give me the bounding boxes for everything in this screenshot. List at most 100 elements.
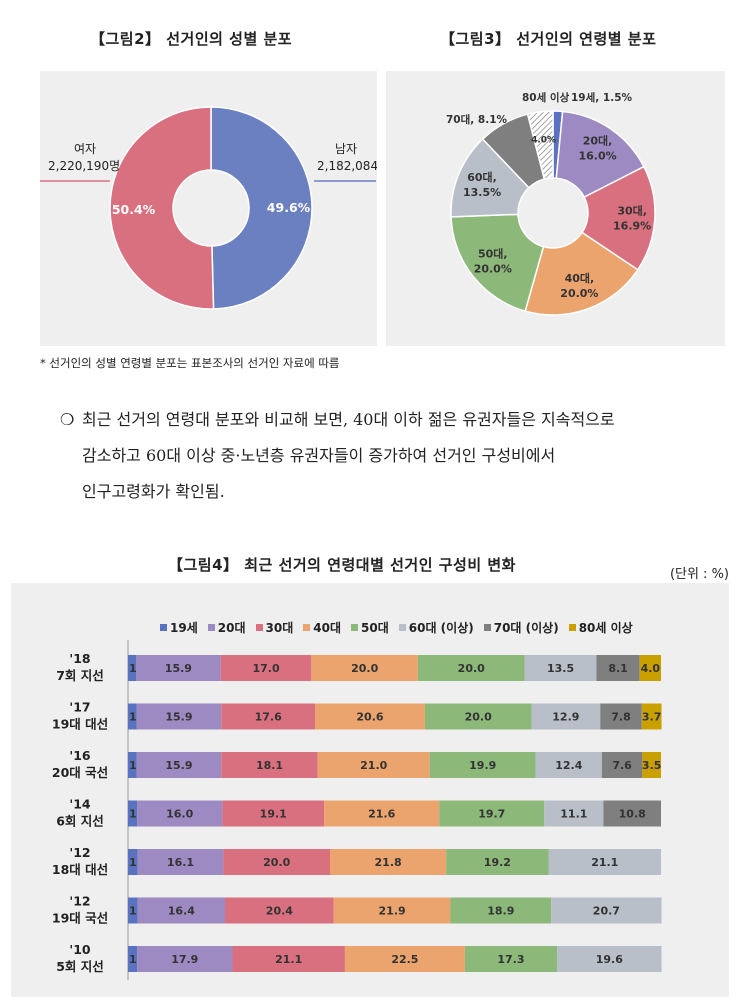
legend-label: 19세 bbox=[170, 621, 198, 635]
age-value-label: 20대, 16.0% bbox=[578, 133, 616, 162]
figure2-panel: 49.6% 50.4% 남자 2,182,084명 여자 2,220,190명 bbox=[40, 71, 389, 346]
bar-segment bbox=[548, 849, 661, 875]
legend-label: 50대 bbox=[361, 621, 389, 635]
unit-label: (단위 : %) bbox=[669, 567, 729, 582]
bar-value-label: 7.8 bbox=[611, 711, 631, 724]
age-value-label: 50대, 20.0% bbox=[474, 246, 512, 275]
legend-label: 70대 (이상) bbox=[493, 621, 559, 635]
row-label-year: '14 bbox=[69, 797, 91, 812]
bar-value-label: 22.5 bbox=[391, 953, 418, 966]
bar-segment bbox=[642, 752, 661, 778]
row-label-name: 7회 지선 bbox=[56, 668, 104, 683]
bar-segment bbox=[464, 946, 558, 972]
bar-segment bbox=[639, 655, 661, 681]
bar-value-label: 20.4 bbox=[266, 905, 293, 918]
legend-swatch bbox=[303, 624, 311, 631]
pie-slice-male bbox=[210, 106, 313, 310]
age-value-label: 60대, 13.5% bbox=[463, 170, 501, 199]
bar-value-label: 21.0 bbox=[360, 759, 387, 772]
legend-item: 60대 (이상) bbox=[398, 619, 474, 636]
legend-swatch bbox=[398, 624, 406, 631]
pie-value-label: 49.6% bbox=[267, 200, 311, 215]
figure3-panel: 20대, 16.0% 30대, 16.9% 40대, 20.0% 50대, 20.0% 60대,… bbox=[386, 71, 725, 346]
paragraph-line-3: 인구고령화가 확인됨. bbox=[82, 482, 225, 501]
bar-segment bbox=[137, 897, 226, 924]
bar-value-label: 20.0 bbox=[263, 856, 290, 869]
gender-pie-chart: 49.6% 50.4% 남자 2,182,084명 여자 2,220,190명 bbox=[40, 106, 389, 310]
figure4-panel bbox=[11, 583, 729, 997]
bar-value-label: 21.8 bbox=[375, 856, 402, 869]
figure2-title: 【그림2】 선거인의 성별 분포 bbox=[90, 30, 293, 48]
bar-segment bbox=[429, 752, 536, 778]
bar-value-label: 21.1 bbox=[591, 856, 618, 869]
bar-segment bbox=[557, 946, 662, 972]
bar-value-label: 20.0 bbox=[351, 662, 378, 675]
legend-item: 40대 bbox=[303, 619, 341, 636]
bar-segment bbox=[311, 655, 418, 681]
bar-value-label: 18.9 bbox=[487, 905, 514, 918]
row-label-name: 19대 국선 bbox=[52, 911, 108, 926]
bar-segment bbox=[223, 849, 331, 875]
row-label-year: '12 bbox=[69, 894, 90, 909]
age-value-label: 30대, 16.9% bbox=[613, 204, 651, 233]
row-label-year: '10 bbox=[69, 942, 91, 957]
paragraph-line-2: 감소하고 60대 이상 중·노년층 유권자들이 증가하여 선거인 구성비에서 bbox=[82, 446, 556, 465]
bar-segment bbox=[551, 897, 662, 924]
age-value-label: 4.0% bbox=[531, 135, 556, 145]
bar-segment bbox=[128, 655, 136, 681]
row-label-name: 19대 대선 bbox=[52, 717, 108, 732]
paragraph-line-1: 최근 선거의 연령대 분포와 비교해 보면, 40대 이하 젊은 유권자들은 지… bbox=[82, 410, 615, 429]
bar-value-label: 21.1 bbox=[275, 953, 302, 966]
row-label-name: 5회 지선 bbox=[56, 959, 104, 974]
bar-segment bbox=[424, 703, 532, 730]
bar-value-label: 19.6 bbox=[596, 953, 623, 966]
legend-swatch bbox=[351, 624, 358, 631]
bar-segment bbox=[128, 752, 137, 778]
bar-value-label: 16.4 bbox=[168, 905, 195, 918]
bar-value-label: 20.6 bbox=[356, 711, 383, 724]
legend-item: 20대 bbox=[207, 619, 246, 636]
bar-segment bbox=[531, 703, 601, 730]
legend-swatch bbox=[160, 624, 167, 631]
bar-value-label: 20.0 bbox=[458, 662, 485, 675]
legend-item: 70대 (이상) bbox=[483, 619, 559, 636]
bar-value-label: 17.9 bbox=[171, 953, 198, 966]
legend-item: 80세 이상 bbox=[568, 619, 633, 636]
age-slice bbox=[450, 213, 545, 313]
bar-segment bbox=[446, 849, 549, 875]
bar-value-label: 19.2 bbox=[484, 856, 511, 869]
bar-segment bbox=[330, 849, 447, 875]
bar-value-label: 10.8 bbox=[619, 808, 646, 821]
bar-value-label: 17.6 bbox=[255, 711, 282, 724]
bar-segment bbox=[137, 946, 233, 972]
bar-segment bbox=[136, 703, 222, 730]
bar-value-label: 20.7 bbox=[593, 905, 620, 918]
bar-segment bbox=[544, 800, 604, 827]
bar-value-label: 18.1 bbox=[256, 759, 283, 772]
bar-value-label: 21.9 bbox=[379, 905, 406, 918]
bar-segment bbox=[135, 655, 221, 681]
bar-value-label: 4.0 bbox=[641, 662, 661, 675]
bar-value-label: 11.1 bbox=[560, 808, 587, 821]
male-count: 2,182,084명 bbox=[317, 159, 377, 173]
bar-segment bbox=[596, 655, 640, 681]
bar-value-label: 17.0 bbox=[252, 662, 279, 675]
bar-value-label: 21.6 bbox=[368, 808, 395, 821]
bar-value-label: 20.0 bbox=[465, 711, 492, 724]
bar-value-label: 8.1 bbox=[608, 662, 628, 675]
age-19-label: 19세, 1.5% bbox=[571, 91, 633, 104]
age-slice bbox=[526, 110, 554, 181]
bar-segment bbox=[333, 897, 451, 924]
bar-value-label: 15.9 bbox=[165, 711, 192, 724]
row-label-year: '18 bbox=[69, 651, 90, 666]
figure4-legend: 19세 20대 30대 40대 50대 60대 (이상) 70대 (이상) 80세 이상 bbox=[160, 619, 720, 636]
row-label-year: '16 bbox=[69, 748, 91, 763]
bar-value-label: 16.0 bbox=[166, 808, 193, 821]
bar-segment bbox=[128, 703, 137, 730]
bar-segment bbox=[128, 849, 138, 875]
bullet-icon: ❍ bbox=[60, 410, 75, 429]
bar-segment bbox=[641, 703, 662, 730]
row-label-year: '12 bbox=[69, 845, 90, 860]
bar-segment bbox=[137, 800, 223, 827]
